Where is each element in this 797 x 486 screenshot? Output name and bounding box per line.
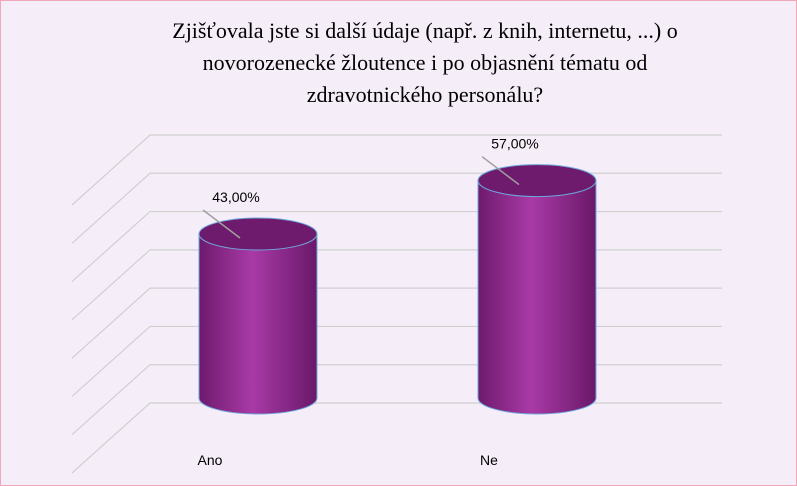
title-line: novorozenecké žloutence i po objasnění t…: [203, 50, 648, 75]
cylinder: [198, 233, 318, 415]
data-label: 57,00%: [491, 136, 538, 152]
title-line: zdravotnického personálu?: [307, 82, 543, 107]
x-tick-label: Ne: [480, 452, 498, 468]
data-label: 43,00%: [212, 189, 259, 205]
title-line: Zjišťovala jste si další údaje (např. z …: [172, 18, 678, 43]
x-tick-label: Ano: [198, 452, 223, 468]
cylinder: [477, 180, 597, 415]
leader-line: [202, 209, 241, 239]
grid-line: [71, 134, 722, 206]
cylinder-top: [477, 164, 597, 198]
cylinder-top: [198, 217, 318, 251]
leader-line: [481, 155, 520, 186]
